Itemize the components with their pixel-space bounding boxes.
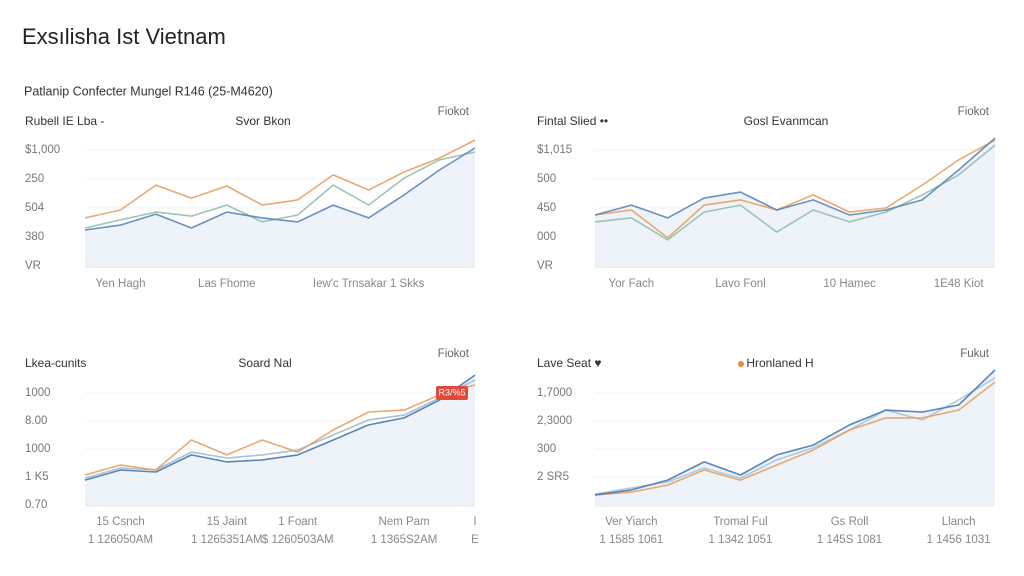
- x-tick-sublabel: 1 126050AM: [88, 534, 153, 546]
- line-series: [84, 151, 476, 229]
- annotation-badge: [436, 386, 468, 400]
- line-series: [84, 139, 476, 219]
- line-series: [84, 147, 476, 231]
- y-tick-label: 250: [25, 173, 44, 185]
- x-tick-sublabel: 1 145S 1081: [817, 534, 882, 546]
- y-tick-label: $1,015: [537, 144, 572, 156]
- line-series: [594, 137, 996, 219]
- x-tick-label: Lavo Fonl: [715, 278, 766, 290]
- y-tick-label: 1000: [25, 443, 51, 455]
- x-tick-label: 10 Hamec: [823, 278, 876, 290]
- panel-title: Lkea-cunits: [25, 356, 86, 370]
- y-tick-label: VR: [25, 260, 41, 272]
- corner-label: Fiokot: [958, 106, 990, 118]
- y-tick-label: VR: [537, 260, 553, 272]
- x-tick-label: 1E48 Kiot: [934, 278, 985, 290]
- x-tick-label: Nem Pam: [379, 516, 430, 528]
- x-tick-sublabel: 1 1585 1061: [599, 534, 663, 546]
- x-tick-label: Gs Roll: [831, 516, 869, 528]
- y-tick-label: 450: [537, 202, 556, 214]
- line-series: [594, 139, 996, 239]
- x-tick-sublabel: 1 1342 1051: [708, 534, 772, 546]
- x-tick-label: 15 Csnch: [96, 516, 145, 528]
- x-tick-sublabel: E: [471, 534, 479, 546]
- panel-title: Lave Seat ♥: [537, 356, 602, 370]
- x-tick-label: Tromal Ful: [713, 516, 768, 528]
- y-tick-label: 2,3000: [537, 415, 572, 427]
- area: [85, 375, 475, 505]
- line-series: [84, 384, 476, 476]
- area: [85, 147, 475, 266]
- y-tick-label: 300: [537, 443, 556, 455]
- x-tick-label: 15 Jaint: [207, 516, 248, 528]
- y-tick-label: 500: [537, 173, 556, 185]
- y-tick-label: 380: [25, 231, 44, 243]
- panel-subtitle: Svor Bkon: [235, 114, 290, 128]
- page-title: Exsılisha Ist Vietnam: [22, 24, 226, 49]
- y-tick-label: 2 SR5: [537, 471, 569, 483]
- annotation: R3/%5: [438, 387, 465, 397]
- corner-label: Fiokot: [438, 106, 470, 118]
- panel-subtitle: Soard Nal: [238, 356, 291, 370]
- x-tick-sublabel: $ 1260503AM: [262, 534, 334, 546]
- x-tick-label: 1 Foant: [278, 516, 318, 528]
- line-series: [594, 381, 996, 496]
- y-tick-label: 1,7000: [537, 387, 572, 399]
- x-tick-label: Ver Yiarch: [605, 516, 657, 528]
- y-tick-label: 8.00: [25, 415, 47, 427]
- page-subtitle: Patlanip Confecter Mungel R146 (25-M4620…: [24, 84, 273, 98]
- line-series: [84, 374, 476, 481]
- x-tick-label: Las Fhome: [198, 278, 256, 290]
- x-tick-sublabel: 1 1265351AM: [191, 534, 263, 546]
- line-series: [594, 144, 996, 241]
- y-tick-label: 1000: [25, 387, 51, 399]
- panel-subtitle: Gosl Evanmcan: [744, 114, 829, 128]
- y-tick-label: 504: [25, 202, 45, 214]
- y-tick-label: 0.70: [25, 499, 47, 511]
- legend-dot: [738, 361, 744, 367]
- panel-subtitle: Hronlaned H: [746, 356, 813, 370]
- x-tick-label: Yor Fach: [609, 278, 655, 290]
- x-tick-label: I: [473, 516, 476, 528]
- panel-title: Rubell IE Lba -: [25, 114, 104, 128]
- y-tick-label: 000: [537, 231, 556, 243]
- y-tick-label: 1 K5: [25, 471, 49, 483]
- corner-label: Fukut: [960, 348, 990, 360]
- x-tick-label: Iew'c Trnsakar 1 Skks: [313, 278, 425, 290]
- x-tick-sublabel: 1 1365S2AM: [371, 534, 438, 546]
- line-series: [594, 369, 996, 496]
- y-tick-label: $1,000: [25, 144, 60, 156]
- panel-title: Fintal Slied ••: [537, 114, 608, 128]
- x-tick-label: Llanch: [942, 516, 976, 528]
- x-tick-sublabel: 1 1456 1031: [927, 534, 991, 546]
- area: [595, 138, 995, 266]
- corner-label: Fiokot: [438, 348, 470, 360]
- x-tick-label: Yen Hagh: [95, 278, 145, 290]
